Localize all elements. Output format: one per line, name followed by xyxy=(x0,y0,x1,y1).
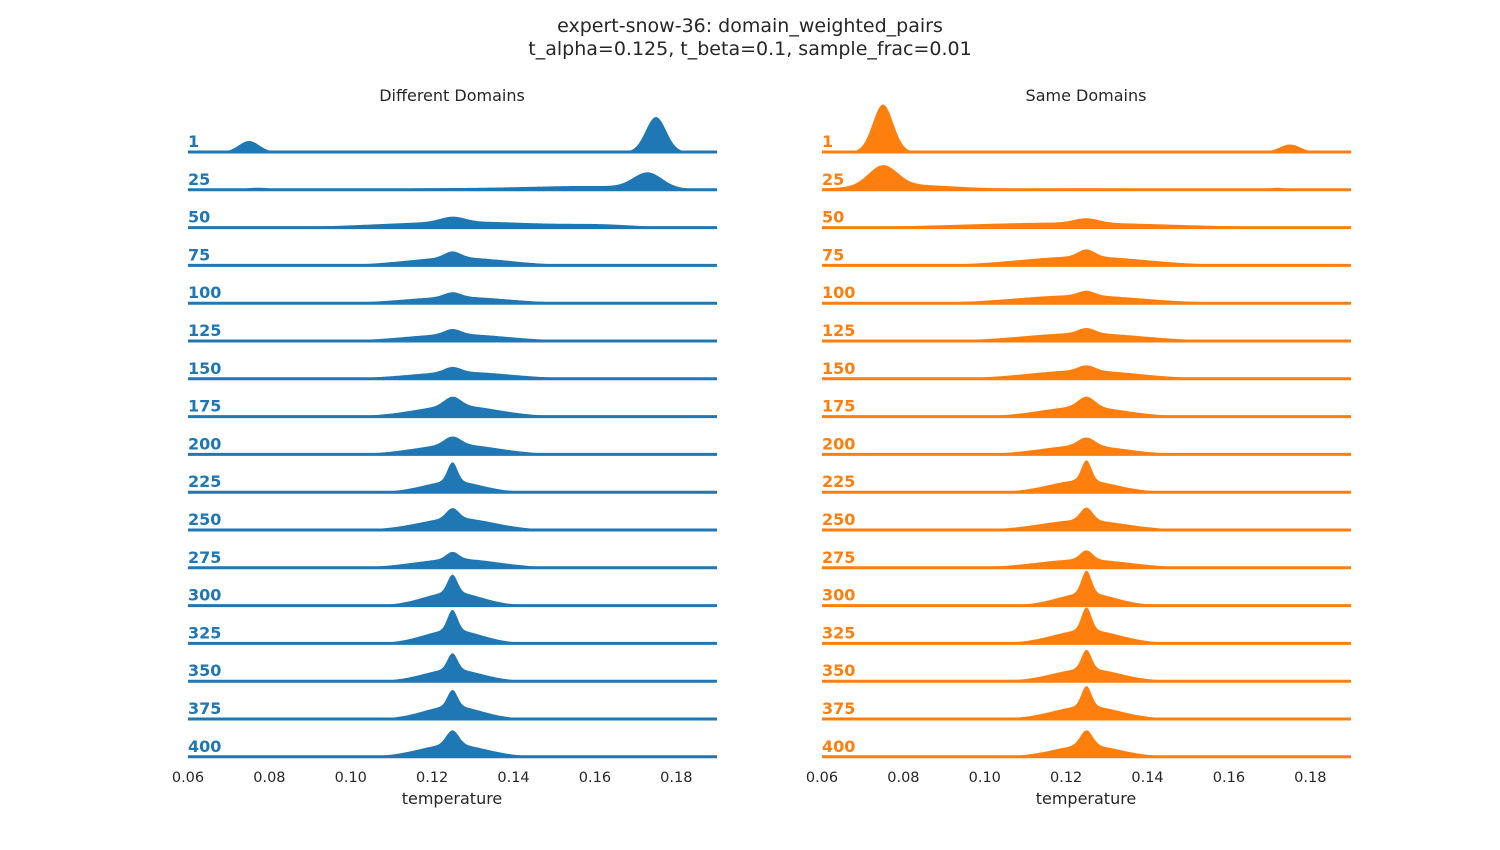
row-label: 175 xyxy=(822,397,855,416)
ridge-area-325 xyxy=(188,609,717,644)
ridge-area-225 xyxy=(188,462,717,493)
row-label: 275 xyxy=(188,548,221,567)
row-label: 1 xyxy=(188,132,199,151)
row-label: 200 xyxy=(822,434,855,453)
row-label: 300 xyxy=(822,586,855,605)
ridge-area-275 xyxy=(188,551,717,568)
x-tick-label: 0.08 xyxy=(887,770,919,786)
ridge-area-25 xyxy=(822,165,1351,190)
x-tick-label: 0.10 xyxy=(335,770,367,786)
row-label: 400 xyxy=(188,737,221,756)
x-tick-label: 0.14 xyxy=(497,770,529,786)
ridge-area-300 xyxy=(188,574,717,606)
ridge-area-400 xyxy=(822,730,1351,757)
row-label: 25 xyxy=(822,170,844,189)
row-label: 400 xyxy=(822,737,855,756)
ridge-area-50 xyxy=(822,218,1351,228)
row-label: 275 xyxy=(822,548,855,567)
x-tick-label: 0.06 xyxy=(806,770,838,786)
ridge-area-175 xyxy=(822,396,1351,417)
row-label: 225 xyxy=(822,472,855,491)
panel-different-domains: Different Domains 1255075100125150175200… xyxy=(172,86,717,808)
ridge-area-125 xyxy=(188,329,717,341)
row-label: 325 xyxy=(822,623,855,642)
x-tick-label: 0.12 xyxy=(1050,770,1082,786)
row-label: 200 xyxy=(188,434,221,453)
panel-same-domains: Same Domains 125507510012515017520022525… xyxy=(806,86,1351,808)
ridge-area-75 xyxy=(822,249,1351,266)
ridge-area-25 xyxy=(188,172,717,190)
row-label: 300 xyxy=(188,586,221,605)
ridge-area-275 xyxy=(822,550,1351,568)
row-label: 350 xyxy=(822,661,855,680)
x-tick-label: 0.14 xyxy=(1131,770,1163,786)
row-label: 375 xyxy=(188,699,221,718)
ridge-area-400 xyxy=(188,730,717,757)
row-label: 1 xyxy=(822,132,833,151)
ridge-area-150 xyxy=(822,365,1351,379)
row-label: 25 xyxy=(188,170,210,189)
x-tick-label: 0.12 xyxy=(416,770,448,786)
row-label: 150 xyxy=(822,359,855,378)
x-tick-label: 0.10 xyxy=(969,770,1001,786)
x-tick-label: 0.16 xyxy=(579,770,611,786)
ridge-area-375 xyxy=(822,686,1351,719)
ridge-area-300 xyxy=(822,570,1351,606)
row-label: 350 xyxy=(188,661,221,680)
row-label: 150 xyxy=(188,359,221,378)
ridge-area-350 xyxy=(822,649,1351,682)
row-label: 50 xyxy=(822,208,844,227)
x-tick-label: 0.06 xyxy=(172,770,204,786)
row-label: 50 xyxy=(188,208,210,227)
x-tick-label: 0.18 xyxy=(1294,770,1326,786)
row-label: 75 xyxy=(188,245,210,264)
ridge-area-250 xyxy=(822,507,1351,530)
x-axis-label: temperature xyxy=(402,789,503,808)
ridge-area-375 xyxy=(188,690,717,719)
panel-title: Different Domains xyxy=(379,86,525,105)
row-label: 325 xyxy=(188,623,221,642)
ridge-area-200 xyxy=(188,436,717,455)
ridge-area-150 xyxy=(188,366,717,379)
figure-title-line2: t_alpha=0.125, t_beta=0.1, sample_frac=0… xyxy=(528,38,971,60)
ridge-area-175 xyxy=(188,396,717,417)
row-label: 100 xyxy=(822,283,855,302)
ridge-area-100 xyxy=(188,292,717,304)
ridge-area-75 xyxy=(188,251,717,266)
row-label: 250 xyxy=(188,510,221,529)
row-label: 175 xyxy=(188,397,221,416)
row-label: 125 xyxy=(822,321,855,340)
panel-title: Same Domains xyxy=(1026,86,1147,105)
ridge-area-50 xyxy=(188,216,717,228)
row-label: 375 xyxy=(822,699,855,718)
x-tick-label: 0.16 xyxy=(1213,770,1245,786)
row-label: 100 xyxy=(188,283,221,302)
ridge-area-125 xyxy=(822,328,1351,341)
x-axis-label: temperature xyxy=(1036,789,1137,808)
ridge-area-325 xyxy=(822,607,1351,644)
ridge-area-225 xyxy=(822,460,1351,493)
ridge-area-250 xyxy=(188,508,717,530)
x-tick-label: 0.18 xyxy=(660,770,692,786)
figure-title-line1: expert-snow-36: domain_weighted_pairs xyxy=(557,15,943,37)
ridge-area-1 xyxy=(188,117,717,152)
x-tick-label: 0.08 xyxy=(253,770,285,786)
row-label: 125 xyxy=(188,321,221,340)
row-label: 250 xyxy=(822,510,855,529)
ridge-area-100 xyxy=(822,290,1351,304)
row-label: 75 xyxy=(822,245,844,264)
row-label: 225 xyxy=(188,472,221,491)
ridge-area-350 xyxy=(188,653,717,682)
ridge-area-1 xyxy=(822,104,1351,152)
ridge-area-200 xyxy=(822,437,1351,455)
